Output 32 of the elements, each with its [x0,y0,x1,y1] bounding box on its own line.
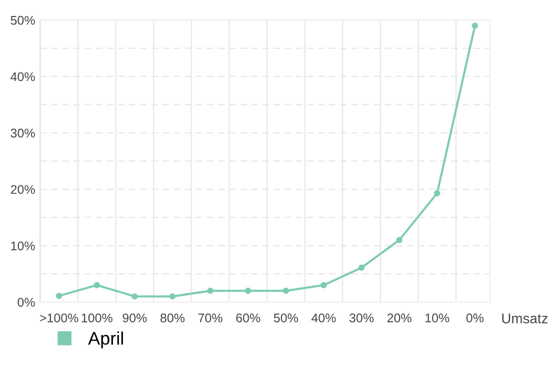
y-tick-label: 20% [10,185,35,194]
point [358,264,365,271]
point [56,292,62,299]
x-axis-title: Umsatz [502,314,548,324]
x-tick-label: 90% [122,314,147,322]
x-tick-label: 60% [236,314,260,322]
point [320,282,327,288]
point [169,293,176,300]
point [396,236,402,244]
x-tick-label: 50% [274,314,298,322]
point [472,22,478,29]
point [207,288,214,294]
legend-label: April [88,331,123,348]
x-tick-label: 40% [311,314,336,322]
y-tick-label: 10% [11,241,35,250]
y-tick-label: 40% [10,72,35,82]
point [132,293,138,300]
x-tick-label: 70% [198,314,222,322]
x-tick-label: 80% [160,314,185,322]
point [282,288,290,294]
x-tick-label: 30% [349,314,374,322]
x-tick-label: >100% [40,314,78,322]
x-tick-label: 10% [426,314,450,322]
point [94,282,100,288]
x-tick-label: 20% [387,314,412,322]
y-tick-label: 0% [18,298,35,307]
y-tick-label: 30% [10,128,35,138]
point [434,190,440,196]
x-tick-label: 100% [82,314,112,322]
y-tick-label: 50% [10,16,35,25]
x-tick-label: 0% [466,314,484,322]
point [244,288,252,294]
